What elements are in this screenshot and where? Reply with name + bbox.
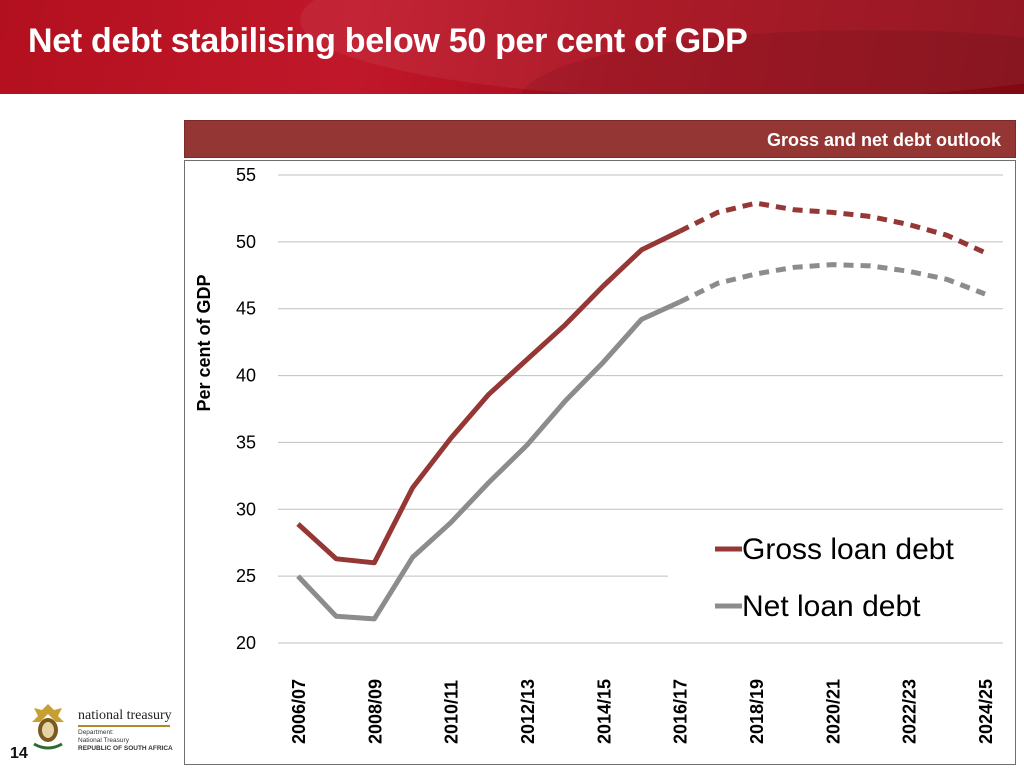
logo-department: Department: National Treasury REPUBLIC O… <box>78 729 173 753</box>
treasury-logo <box>28 700 178 752</box>
x-tick-2018-19: 2018/19 <box>747 679 767 744</box>
dept-line-3: REPUBLIC OF SOUTH AFRICA <box>78 745 173 752</box>
x-tick-2016-17: 2016/17 <box>671 679 691 744</box>
page-number: 14 <box>10 745 28 762</box>
gross-loan-debt-projected-line <box>678 200 987 255</box>
chart-frame <box>184 160 1016 765</box>
x-tick-2020-21: 2020/21 <box>823 679 843 744</box>
x-tick-2006-07: 2006/07 <box>289 679 309 744</box>
x-tick-2010-11: 2010/11 <box>442 680 462 744</box>
legend-label-gross-loan-debt: Gross loan debt <box>742 533 954 566</box>
x-tick-2014-15: 2014/15 <box>594 679 614 744</box>
x-tick-2012-13: 2012/13 <box>518 679 538 744</box>
legend: Gross loan debt Net loan debt <box>715 533 954 623</box>
logo-divider <box>78 725 170 727</box>
x-tick-2022-23: 2022/23 <box>900 679 920 744</box>
y-tick-45: 45 <box>236 299 256 319</box>
y-tick-labels: 20 25 30 35 40 45 50 55 <box>236 165 256 653</box>
x-tick-labels: 2006/07 2008/09 2010/11 2012/13 2014/15 2016/… <box>289 679 996 744</box>
header-banner <box>0 0 1024 94</box>
coat-of-arms-icon <box>32 704 64 750</box>
series-lines <box>296 200 987 622</box>
net-loan-debt-projected-line <box>678 262 986 305</box>
page-title: Net debt stabilising below 50 per cent o… <box>28 22 748 60</box>
y-tick-25: 25 <box>236 566 256 586</box>
x-tick-2024-25: 2024/25 <box>976 679 996 744</box>
y-tick-55: 55 <box>236 165 256 185</box>
y-tick-35: 35 <box>236 432 256 452</box>
y-tick-30: 30 <box>236 499 256 519</box>
y-tick-40: 40 <box>236 366 256 386</box>
y-tick-20: 20 <box>236 633 256 653</box>
logo-name: national treasury <box>78 708 172 723</box>
legend-background <box>668 525 1008 635</box>
chart-header-bar: Gross and net debt outlook <box>184 120 1016 158</box>
dept-line-2: National Treasury <box>78 737 129 744</box>
legend-label-net-loan-debt: Net loan debt <box>742 590 921 623</box>
dept-line-1: Department: <box>78 729 114 736</box>
y-tick-50: 50 <box>236 232 256 252</box>
x-tick-2008-09: 2008/09 <box>365 679 385 744</box>
chart-box-title: Gross and net debt outlook <box>766 130 1001 150</box>
net-loan-debt-actual-line <box>296 299 681 622</box>
gross-loan-debt-actual-line <box>296 228 681 566</box>
y-axis-label: Per cent of GDP <box>194 274 214 411</box>
